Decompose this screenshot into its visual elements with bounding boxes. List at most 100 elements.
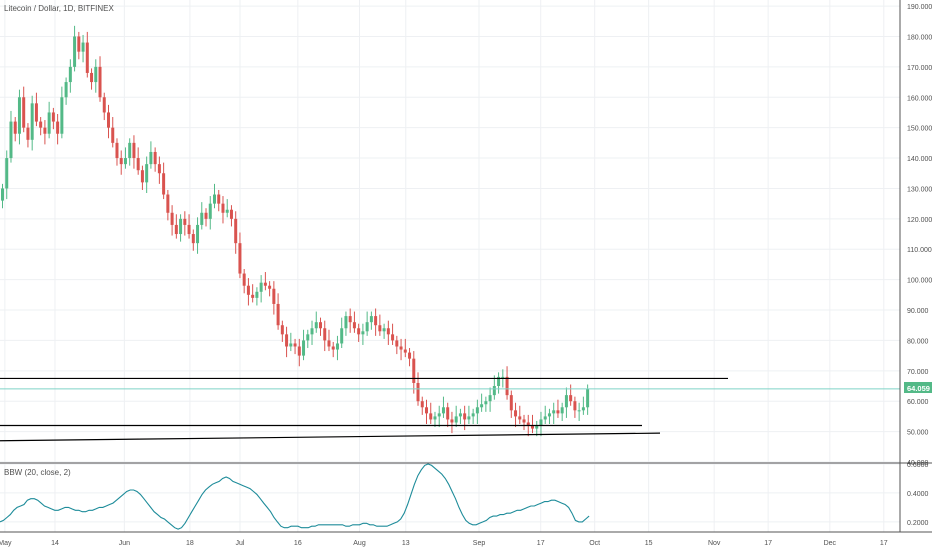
candle-body — [51, 112, 55, 122]
candle-body — [395, 340, 399, 347]
candle-body — [123, 158, 127, 165]
candle-body — [217, 194, 221, 204]
candle-body — [64, 82, 68, 98]
candle-body — [543, 416, 547, 420]
candle-body — [365, 322, 369, 332]
candle-body — [179, 218, 183, 235]
price-tick-label: 110.000 — [907, 247, 932, 254]
time-tick-label: 14 — [51, 540, 59, 547]
price-tick-label: 70.000 — [907, 369, 929, 376]
candle-body — [293, 343, 297, 347]
rising-support-line — [0, 432, 661, 442]
candle-body — [357, 328, 361, 335]
time-tick-label: 17 — [537, 540, 545, 547]
time-tick-label: Jun — [119, 540, 130, 547]
last-price-value: 64.059 — [907, 384, 930, 393]
candle-body — [162, 173, 166, 195]
candle-body — [276, 303, 280, 326]
candles-layer — [1, 25, 590, 437]
candle-body — [552, 410, 556, 414]
candle-body — [13, 121, 17, 134]
candle-body — [437, 413, 441, 417]
candle-body — [34, 103, 38, 122]
candle-body — [119, 158, 123, 165]
candle-body — [187, 224, 191, 235]
candle-body — [425, 407, 428, 414]
candle-body — [22, 97, 26, 128]
candle-body — [68, 66, 72, 83]
candle-body — [238, 243, 242, 274]
candle-body — [374, 316, 378, 326]
candle-body — [268, 285, 272, 289]
candle-body — [166, 194, 170, 213]
candle-body — [399, 346, 403, 350]
price-tick-label: 170.000 — [907, 65, 932, 72]
time-tick-label: 17 — [764, 540, 772, 547]
candle-body — [323, 328, 327, 341]
candle-body — [9, 121, 13, 159]
candle-body — [314, 322, 318, 329]
price-tick-label: 40.000 — [907, 460, 929, 467]
time-tick-label: 17 — [880, 540, 888, 547]
candle-body — [467, 416, 471, 420]
bbw-tick-label: 0.4000 — [907, 491, 929, 498]
candle-body — [352, 322, 356, 329]
candle-body — [569, 395, 573, 402]
candle-body — [577, 410, 581, 412]
candle-body — [484, 401, 488, 405]
candle-body — [297, 346, 301, 356]
candle-body — [433, 416, 437, 420]
candle-body — [302, 340, 306, 356]
candle-body — [213, 194, 216, 204]
candle-body — [204, 212, 208, 219]
candle-body — [140, 170, 144, 183]
candle-body — [429, 413, 433, 420]
candle-body — [26, 127, 30, 140]
price-tick-label: 80.000 — [907, 338, 929, 345]
candle-body — [463, 413, 467, 420]
candle-body — [60, 97, 64, 134]
price-tick-label: 130.000 — [907, 186, 932, 193]
candle-body — [306, 334, 310, 341]
candle-body — [560, 407, 564, 414]
candle-body — [573, 401, 577, 411]
time-tick-label: Aug — [353, 540, 366, 547]
time-tick-label: Nov — [708, 540, 721, 547]
bbw-series-line — [0, 463, 590, 530]
candle-body — [200, 212, 204, 225]
candle-body — [327, 340, 331, 347]
candle-body — [471, 413, 475, 417]
price-tick-label: 120.000 — [907, 217, 932, 224]
candle-body — [73, 36, 77, 67]
candle-body — [145, 164, 149, 183]
candle-body — [340, 328, 344, 344]
candle-body — [85, 42, 89, 73]
candle-body — [335, 343, 339, 350]
time-tick-label: Jul — [236, 540, 245, 547]
candle-body — [556, 410, 560, 414]
candle-body — [47, 112, 51, 134]
candle-body — [386, 328, 390, 335]
time-tick-label: Oct — [589, 540, 600, 547]
candle-body — [310, 328, 314, 335]
candle-body — [319, 322, 322, 329]
price-tick-label: 180.000 — [907, 34, 932, 41]
candle-body — [132, 142, 136, 159]
candle-body — [391, 334, 395, 341]
candle-body — [149, 151, 153, 165]
candle-body — [331, 346, 335, 350]
candle-body — [128, 142, 132, 159]
candle-body — [526, 422, 530, 426]
candle-body — [115, 142, 119, 159]
grid-layer — [0, 0, 900, 532]
candle-body — [497, 376, 501, 387]
candle-body — [450, 419, 454, 423]
time-tick-label: 18 — [186, 540, 194, 547]
price-tick-label: 100.000 — [907, 278, 932, 285]
candle-body — [501, 376, 505, 378]
candle-body — [369, 316, 373, 323]
candle-body — [221, 203, 225, 213]
candle-body — [547, 413, 551, 417]
candle-body — [90, 72, 94, 83]
